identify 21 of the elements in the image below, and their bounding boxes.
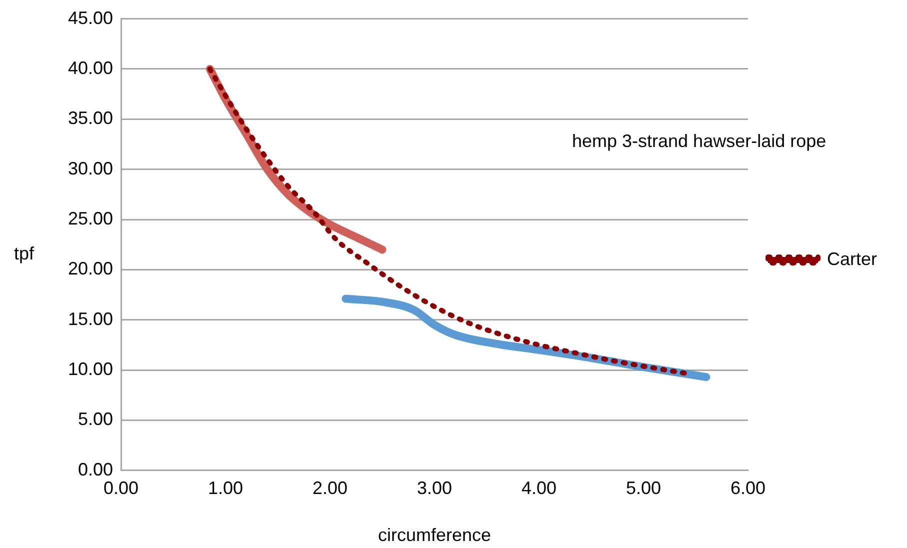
y-axis-title: tpf <box>14 244 36 264</box>
x-tick-label: 6.00 <box>730 478 766 498</box>
y-tick-label: 15.00 <box>68 308 114 329</box>
y-tick-label: 0.00 <box>78 459 114 480</box>
x-tick-label: 2.00 <box>312 478 348 498</box>
y-tick-label: 5.00 <box>78 409 114 430</box>
y-tick-label: 30.00 <box>68 158 114 178</box>
y-tick-label: 10.00 <box>68 359 114 380</box>
x-tick-label: 4.00 <box>521 478 557 498</box>
y-tick-label: 35.00 <box>68 108 114 128</box>
annotation: hemp 3-strand hawser-laid rope <box>572 130 826 151</box>
y-tick-label: 20.00 <box>68 258 114 279</box>
y-tick-label: 40.00 <box>68 58 114 78</box>
x-tick-label: 5.00 <box>626 478 662 498</box>
x-tick-label: 1.00 <box>208 478 244 498</box>
y-tick-label: 45.00 <box>68 8 114 28</box>
x-tick-label: 3.00 <box>416 478 452 498</box>
y-tick-label: 25.00 <box>68 208 114 228</box>
x-tick-label: 0.00 <box>104 478 139 498</box>
legend-label: Carter <box>826 248 878 269</box>
x-axis-title: circumference <box>378 524 492 545</box>
